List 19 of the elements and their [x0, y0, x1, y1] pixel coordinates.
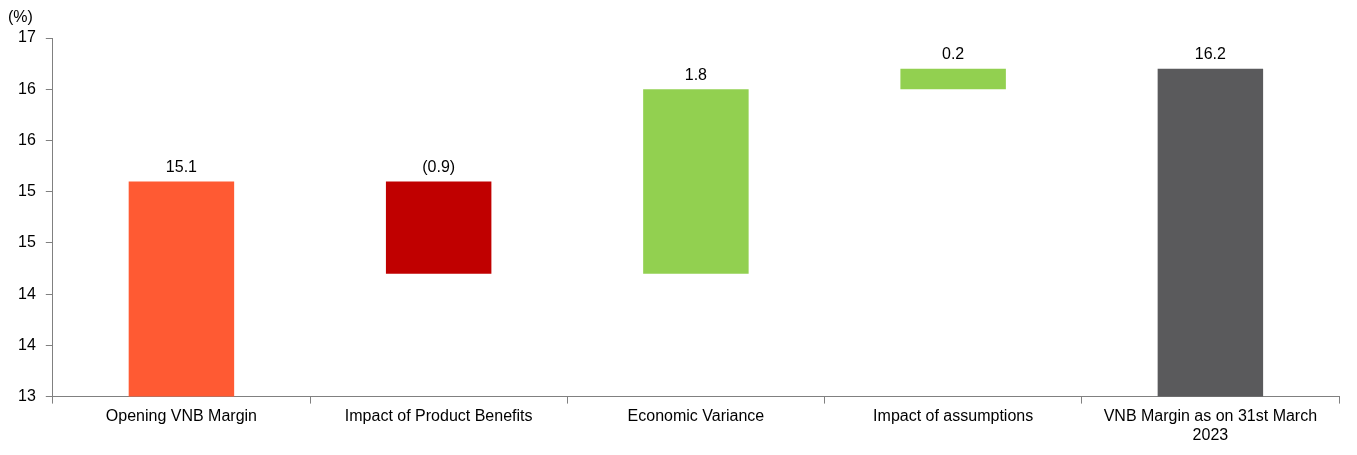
x-tick-label: Economic Variance: [627, 406, 765, 424]
x-tick-label: VNB Margin as on 31st March 2023: [1103, 406, 1318, 443]
x-tick-label: Impact of assumptions: [873, 406, 1034, 424]
y-tick-label: 15: [18, 233, 36, 251]
y-tick-label: 17: [18, 28, 36, 46]
y-tick-label: 16: [18, 130, 36, 148]
data-label: 15.1: [165, 157, 198, 175]
y-tick-label: 14: [18, 335, 36, 353]
x-tick-label: Opening VNB Margin: [105, 406, 258, 424]
y-tick-label: 13: [18, 387, 36, 405]
data-label: 0.2: [942, 45, 965, 63]
y-tick-label: 14: [18, 284, 36, 302]
y-axis-title: (%): [8, 8, 33, 26]
x-tick-label: Impact of Product Benefits: [344, 406, 533, 424]
y-tick-label: 16: [18, 79, 36, 97]
y-tick-label: 15: [18, 182, 36, 200]
data-label: 16.2: [1194, 45, 1227, 63]
data-label: (0.9): [422, 157, 456, 175]
data-label: 1.8: [684, 65, 708, 83]
